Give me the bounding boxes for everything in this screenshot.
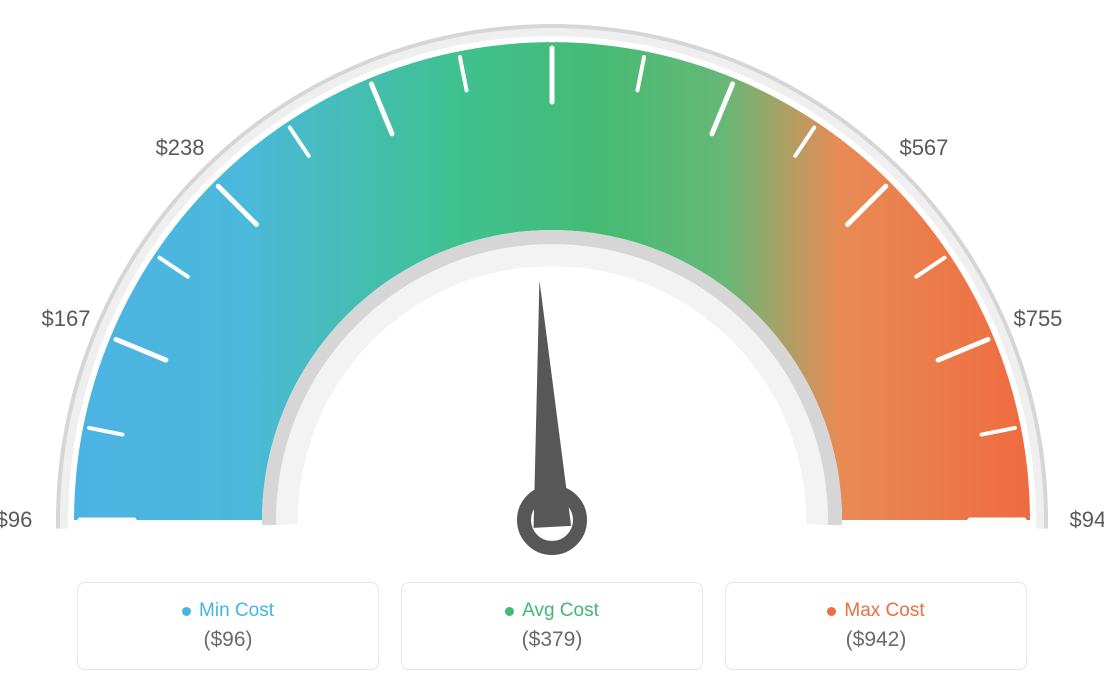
gauge-chart: $96 $167 $238 $379 $567 $755 $942 Min Cost ($9… <box>0 0 1104 690</box>
dot-icon <box>505 607 514 616</box>
legend-card-avg: Avg Cost ($379) <box>401 582 703 670</box>
legend-row: Min Cost ($96) Avg Cost ($379) Max Cost … <box>0 582 1104 670</box>
legend-avg-label: Avg Cost <box>522 600 599 622</box>
legend-max-top: Max Cost <box>827 600 924 622</box>
legend-max-value: ($942) <box>846 628 907 652</box>
legend-card-min: Min Cost ($96) <box>77 582 379 670</box>
scale-label: $379 <box>528 0 577 1</box>
scale-label: $942 <box>1070 507 1104 533</box>
scale-label: $96 <box>0 507 32 533</box>
scale-label: $755 <box>1013 306 1062 332</box>
legend-avg-value: ($379) <box>522 628 583 652</box>
dot-icon <box>182 607 191 616</box>
legend-min-label: Min Cost <box>199 600 274 622</box>
scale-label: $567 <box>899 135 948 161</box>
scale-label: $167 <box>42 306 91 332</box>
legend-min-top: Min Cost <box>182 600 274 622</box>
legend-card-max: Max Cost ($942) <box>725 582 1027 670</box>
gauge-svg <box>0 0 1104 580</box>
legend-avg-top: Avg Cost <box>505 600 599 622</box>
legend-max-label: Max Cost <box>844 600 924 622</box>
dot-icon <box>827 607 836 616</box>
scale-label: $238 <box>156 135 205 161</box>
legend-min-value: ($96) <box>203 628 252 652</box>
